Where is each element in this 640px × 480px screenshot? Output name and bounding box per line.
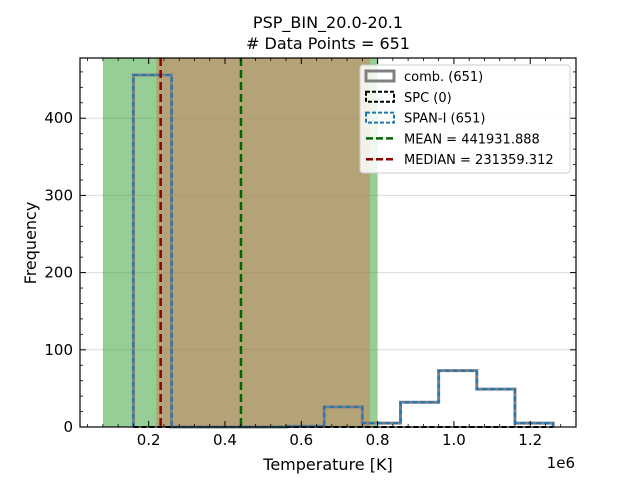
legend-hist-series-3-swatch: [365, 111, 395, 124]
legend-hist-series-2: SPC (0): [365, 90, 452, 106]
legend-median: MEDIAN = 231359.312: [366, 153, 554, 168]
axes-frame: [79, 57, 577, 428]
y-tick-label-100: 100: [44, 341, 73, 359]
legend-box: [359, 64, 571, 174]
axes-border: [79, 57, 577, 428]
legend-mean-label: MEAN = 441931.888: [404, 132, 540, 147]
legend: comb. (651) SPC (0) SPAN-I (651) MEAN = 441…: [359, 64, 571, 174]
y-axis-label: Frequency: [21, 202, 40, 285]
chart-subtitle: # Data Points = 651: [246, 34, 410, 53]
x-tick-label-0.2: 0.2: [137, 431, 161, 449]
legend-hist-series-1-swatch: [364, 69, 396, 83]
y-tick-label-300: 300: [44, 186, 73, 204]
axis-ticks: 0.2 0.4 0.6 0.8 1.0 1.2 0 100 200 300 400: [44, 58, 577, 449]
x-tick-label-1.2: 1.2: [518, 431, 542, 449]
x-tick-label-0.6: 0.6: [289, 431, 313, 449]
y-tick-label-0: 0: [63, 418, 73, 436]
x-tick-label-0.8: 0.8: [366, 431, 390, 449]
y-tick-label-400: 400: [44, 109, 73, 127]
legend-median-label: MEDIAN = 231359.312: [404, 153, 554, 168]
x-offset-label: 1e6: [547, 454, 575, 472]
shaded-region-2: [156, 58, 370, 427]
reference-lines: [159, 58, 243, 427]
chart-title: PSP_BIN_20.0-20.1: [253, 13, 403, 33]
legend-hist-series-3: SPAN-I (651): [365, 111, 486, 127]
x-tick-label-0.4: 0.4: [213, 431, 237, 449]
legend-hist-series-3-label: SPAN-I (651): [404, 112, 486, 127]
legend-hist-series-1: comb. (651): [364, 69, 483, 85]
x-axis-label: Temperature [K]: [262, 455, 392, 474]
legend-hist-series-2-swatch: [365, 90, 395, 103]
legend-hist-series-1-label: comb. (651): [404, 70, 483, 85]
legend-mean: MEAN = 441931.888: [366, 132, 540, 147]
y-tick-label-200: 200: [44, 264, 73, 282]
x-tick-label-1.0: 1.0: [442, 431, 466, 449]
legend-hist-series-2-label: SPC (0): [404, 91, 452, 106]
